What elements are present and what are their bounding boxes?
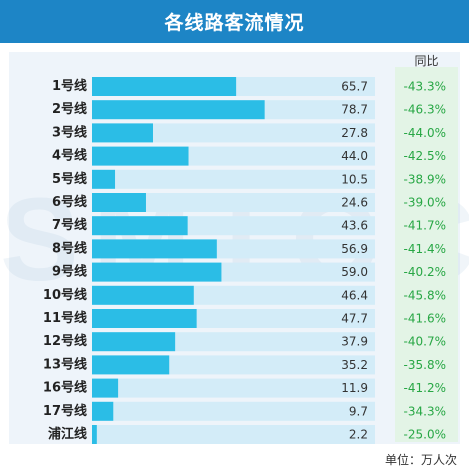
yoy-label: -46.3% [404,103,446,117]
bar-track [92,169,375,189]
bar-track [92,123,375,143]
yoy-label: -25.0% [404,428,446,442]
yoy-column [395,67,458,442]
yoy-label: -42.5% [404,149,446,163]
yoy-header: 同比 [414,54,439,68]
bar [92,193,146,212]
yoy-label: -39.0% [404,196,446,210]
bar [92,332,176,352]
value-label: 46.4 [341,288,368,302]
yoy-label: -34.3% [404,404,446,418]
yoy-label: -41.4% [404,242,446,256]
yoy-label: -40.2% [404,265,446,279]
category-label: 17号线 [43,403,87,419]
category-label: 2号线 [52,101,87,117]
category-label: 6号线 [52,194,87,210]
bar [92,309,197,328]
bar [92,169,116,189]
category-label: 16号线 [43,380,87,396]
bar [92,123,153,143]
bar [92,146,189,166]
value-label: 59.0 [341,265,368,279]
category-label: 1号线 [52,78,87,94]
category-label: 11号线 [43,310,87,326]
value-label: 2.2 [349,428,368,442]
yoy-label: -41.7% [404,219,446,233]
yoy-label: -41.2% [404,381,446,395]
bar [92,425,97,444]
bar [92,401,114,421]
bar [92,100,265,120]
unit-note: 单位：万人次 [384,453,457,467]
bar [92,239,217,259]
yoy-label: -45.8% [404,288,446,302]
value-label: 9.7 [349,404,368,418]
value-label: 44.0 [341,149,368,163]
yoy-label: -44.0% [404,126,446,140]
category-label: 浦江线 [48,426,87,442]
value-label: 27.8 [341,126,368,140]
bar [92,216,188,236]
category-label: 9号线 [52,264,87,280]
bar-track [92,401,375,421]
value-label: 43.6 [341,219,368,233]
bar [92,285,194,305]
yoy-label: -38.9% [404,172,446,186]
category-label: 7号线 [52,217,87,233]
value-label: 47.7 [341,312,368,326]
header-bar: 各线路客流情况 [0,0,469,43]
category-label: 13号线 [43,356,87,372]
value-label: 24.6 [341,196,368,210]
bar-track [92,193,375,212]
yoy-label: -35.8% [404,358,446,372]
bar [92,355,170,375]
category-label: 3号线 [52,124,87,140]
value-label: 65.7 [341,80,368,94]
value-label: 78.7 [341,103,368,117]
value-label: 10.5 [341,172,368,186]
value-label: 56.9 [341,242,368,256]
bar-track [92,425,375,444]
bar [92,378,119,398]
value-label: 35.2 [341,358,368,372]
chart-title: 各线路客流情况 [164,12,305,34]
bar [92,262,222,282]
bar [92,77,237,96]
yoy-label: -40.7% [404,335,446,349]
yoy-label: -43.3% [404,80,446,94]
category-label: 8号线 [52,240,87,256]
yoy-label: -41.6% [404,312,446,326]
category-label: 5号线 [52,171,87,187]
value-label: 11.9 [341,381,368,395]
bar-track [92,378,375,398]
category-label: 10号线 [43,287,87,303]
category-label: 4号线 [52,148,87,164]
category-label: 12号线 [43,333,87,349]
value-label: 37.9 [341,335,368,349]
